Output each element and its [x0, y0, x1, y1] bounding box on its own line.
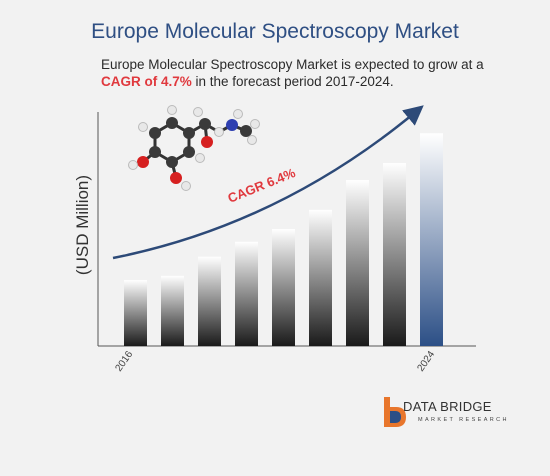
x-tick-label: 2024 — [415, 349, 437, 374]
bar-3 — [198, 256, 221, 346]
bar-7 — [346, 180, 369, 346]
cagr-highlight: CAGR of 4.7% — [101, 74, 192, 89]
cagr-trend-label: CAGR 6.4% — [226, 165, 298, 206]
bar-4 — [235, 241, 258, 346]
bar-6 — [309, 209, 332, 346]
x-tick-label: 2016 — [113, 349, 135, 374]
description-text-end: in the forecast period 2017-2024. — [191, 74, 394, 89]
bar-9 — [420, 133, 443, 346]
logo-subtitle: MARKET RESEARCH — [418, 417, 509, 423]
molecule-icon — [128, 105, 260, 191]
data-bridge-logo-icon — [384, 397, 406, 427]
bar-2 — [161, 275, 184, 346]
bar-8 — [383, 163, 406, 346]
bar-5 — [272, 229, 295, 346]
cagr-trend-arrow — [112, 105, 424, 260]
logo-name: DATA BRIDGE — [403, 399, 492, 414]
market-description: Europe Molecular Spectroscopy Market is … — [101, 56, 501, 90]
chart-title: Europe Molecular Spectroscopy Market — [91, 20, 459, 43]
bar-1 — [124, 280, 147, 346]
description-text-start: Europe Molecular Spectroscopy Market is … — [101, 57, 484, 72]
